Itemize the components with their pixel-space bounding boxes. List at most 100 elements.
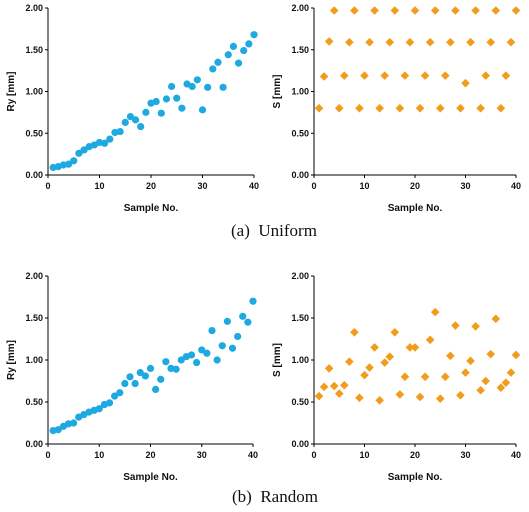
y-tick-label: 0.50 [25,397,43,407]
data-point [228,344,237,352]
data-point [501,378,511,387]
x-tick-label: 30 [197,450,207,460]
data-point [496,383,506,393]
data-point [142,108,150,116]
data-point [486,349,496,359]
data-point [425,37,435,47]
x-tick-label: 40 [511,181,521,191]
data-point [506,37,516,47]
data-point [234,59,243,67]
data-point [410,343,420,352]
data-point [420,372,430,382]
data-point [390,327,400,337]
data-point [106,135,114,143]
y-axis-title: Ry [mm] [6,340,17,380]
chart-random-ry: 0.00 0.50 1.00 1.50 2.00 0 10 20 30 40 Sample No. R… [6,271,258,483]
data-point [314,391,324,401]
x-tick-label: 30 [460,181,470,191]
data-point [481,376,490,386]
x-tick-label: 40 [511,450,521,460]
data-point [111,392,119,400]
data-point [157,109,165,117]
data-point [405,343,415,352]
data-point [430,307,440,317]
data-point [481,71,490,80]
data-point [466,356,475,366]
data-point [350,6,359,15]
data-point [395,390,405,399]
x-tick-label: 20 [410,181,420,191]
data-point [224,51,232,59]
x-tick-label: 0 [45,450,50,460]
data-point [441,372,450,382]
data-point [203,349,211,357]
y-tick-label: 2.00 [25,3,43,13]
x-tick-label: 10 [359,450,369,460]
y-tick-label: 1.50 [291,313,309,323]
data-point [193,358,201,367]
x-tick-label: 30 [460,450,470,460]
data-point [511,6,521,15]
x-tick-label: 30 [197,181,207,191]
data-point [137,122,145,131]
data-point [178,104,186,112]
data-point [340,380,349,390]
data-point [370,6,379,15]
x-axis-title: Sample No. [388,472,443,483]
data-point [334,103,344,113]
data-point [415,103,425,113]
data-point [324,37,334,46]
x-tick-label: 0 [45,181,50,191]
data-point [324,364,334,373]
x-tick-label: 10 [359,181,369,191]
data-point [435,394,445,403]
data-point [410,6,420,15]
data-point [188,82,196,91]
y-tick-label: 0.00 [25,439,43,449]
data-point [496,103,506,113]
data-point [54,426,62,434]
data-point [95,405,103,413]
data-point [501,71,511,80]
data-point [471,6,480,15]
data-point [70,157,78,165]
data-point [334,389,344,398]
data-point [223,317,231,325]
data-point [126,373,134,381]
data-point [209,65,217,73]
y-tick-label: 1.00 [291,87,309,97]
data-point [375,103,384,113]
data-point [152,385,160,393]
y-tick-label: 0.00 [291,439,309,449]
data-point [395,103,405,113]
data-point [75,149,83,157]
data-point [400,71,410,80]
data-point [430,6,440,15]
data-point [116,389,124,397]
data-point [486,37,496,47]
data-point [136,369,144,377]
data-point [370,343,379,352]
data-point [65,160,73,168]
x-tick-label: 10 [94,181,104,191]
data-point [168,82,176,91]
y-tick-label: 0.50 [291,397,309,407]
data-point [506,368,516,377]
x-tick-label: 40 [248,450,258,460]
data-point [131,379,139,388]
data-point [451,6,460,15]
data-point [365,363,374,372]
data-point [456,390,465,400]
data-point [345,357,354,366]
data-point [491,6,501,15]
data-point [239,312,247,320]
x-tick-label: 20 [146,181,156,191]
chart-uniform-s: 0.00 0.50 1.00 1.50 2.00 0 10 20 30 40 Sample No. S… [272,3,521,214]
data-point [204,83,212,91]
x-tick-label: 10 [94,450,104,460]
data-point [214,58,222,66]
data-point [461,368,470,377]
y-tick-label: 0.00 [291,170,309,180]
data-point [390,6,400,15]
